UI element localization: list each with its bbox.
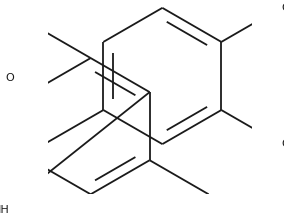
Text: O: O xyxy=(281,139,284,149)
Text: NH: NH xyxy=(0,205,9,214)
Text: O: O xyxy=(5,73,14,83)
Text: O: O xyxy=(281,3,284,13)
